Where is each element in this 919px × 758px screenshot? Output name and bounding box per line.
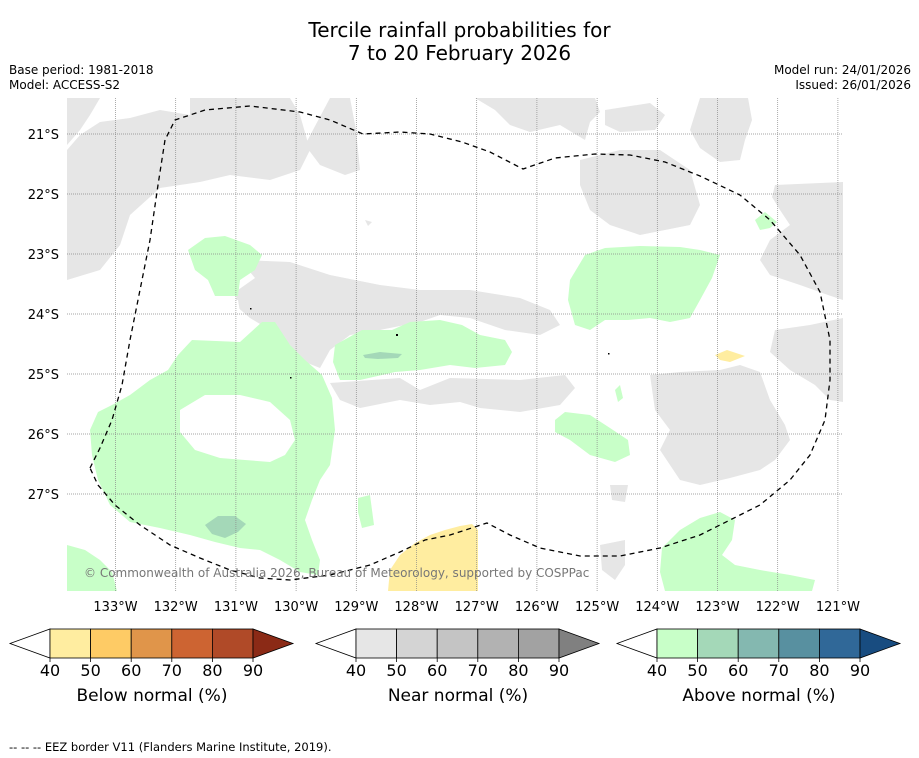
lat-tick-label: 23°S: [28, 248, 59, 263]
colorbar-tick-label: 90: [243, 661, 263, 680]
colorbar-segment: [778, 628, 820, 659]
lon-tick-label: 133°W: [93, 600, 137, 615]
colorbar-segment: [49, 628, 91, 659]
title-line-2: 7 to 20 February 2026: [347, 41, 572, 65]
colorbar-tick-label: 60: [427, 661, 447, 680]
lon-tick-label: 124°W: [635, 600, 679, 615]
colorbar-segment: [518, 628, 560, 659]
lon-tick-label: 128°W: [394, 600, 438, 615]
colorbar-extend-high: [859, 628, 902, 659]
colorbar-tick-label: 80: [508, 661, 528, 680]
gridlines: [67, 98, 843, 591]
colorbar-extend-low: [615, 628, 658, 659]
colorbar-tick-label: 70: [468, 661, 488, 680]
below-colorbar: 40 50 60 70 80 90: [8, 628, 295, 680]
lon-tick-label: 126°W: [515, 600, 559, 615]
colorbar-segment: [211, 628, 254, 659]
colorbar-segment: [396, 628, 438, 659]
lon-tick-label: 123°W: [695, 600, 739, 615]
base-period: Base period: 1981-2018: [9, 63, 154, 77]
lat-tick-label: 24°S: [28, 308, 59, 323]
colorbar-segment: [171, 628, 213, 659]
above-normal-label: Above normal (%): [682, 686, 836, 706]
lon-tick-label: 129°W: [334, 600, 378, 615]
colorbar-segment: [355, 628, 397, 659]
lon-tick-label: 122°W: [756, 600, 800, 615]
colorbar-tick-label: 70: [769, 661, 789, 680]
near-normal-regions: [67, 98, 843, 580]
map-dots: [250, 308, 610, 379]
colorbar-tick-label: 90: [549, 661, 569, 680]
colorbar-extend-low: [314, 628, 357, 659]
below-normal-regions: [388, 350, 745, 591]
colorbar-segment: [697, 628, 739, 659]
eez-border: [89, 105, 831, 581]
colorbar-segment: [656, 628, 698, 659]
lon-tick-label: 125°W: [575, 600, 619, 615]
colorbar-extend-high: [558, 628, 601, 659]
colorbar-extend-low: [8, 628, 51, 659]
colorbars: 40 50 60 70 80 90 40 50 60 70 80 90 40 50 60 70 80 90: [8, 628, 902, 680]
colorbar-tick-label: 60: [728, 661, 748, 680]
above-colorbar: 40 50 60 70 80 90: [615, 628, 902, 680]
colorbar-segment: [819, 628, 861, 659]
lon-tick-label: 130°W: [274, 600, 318, 615]
lat-tick-label: 27°S: [28, 488, 59, 503]
neutral-holes: [180, 298, 295, 462]
map-panel: © Commonwealth of Australia 2026, Bureau…: [67, 98, 843, 591]
lon-tick-label: 132°W: [154, 600, 198, 615]
colorbar-tick-label: 40: [346, 661, 366, 680]
title-line-1: Tercile rainfall probabilities for: [308, 18, 611, 42]
colorbar-segment: [90, 628, 132, 659]
colorbar-tick-label: 80: [809, 661, 829, 680]
colorbar-tick-label: 40: [40, 661, 60, 680]
near-normal-label: Near normal (%): [387, 686, 529, 706]
colorbar-tick-label: 90: [850, 661, 870, 680]
colorbar-extend-high: [252, 628, 295, 659]
lon-tick-label: 131°W: [214, 600, 258, 615]
colorbar-tick-label: 80: [202, 661, 222, 680]
lon-tick-label: 127°W: [455, 600, 499, 615]
lon-tick-label: 121°W: [816, 600, 860, 615]
colorbar-tick-label: 50: [80, 661, 100, 680]
meta-right: Model run: 24/01/2026 Issued: 26/01/2026: [774, 63, 911, 93]
lat-tick-label: 26°S: [28, 428, 59, 443]
colorbar-tick-label: 60: [121, 661, 141, 680]
colorbar-segment: [130, 628, 173, 659]
lat-tick-label: 22°S: [28, 188, 59, 203]
map-title: Tercile rainfall probabilities for 7 to …: [0, 19, 919, 65]
lat-tick-label: 25°S: [28, 368, 59, 383]
meta-left: Base period: 1981-2018 Model: ACCESS-S2: [9, 63, 154, 93]
colorbar-segment: [737, 628, 780, 659]
colorbar-segment: [436, 628, 479, 659]
colorbar-tick-label: 50: [386, 661, 406, 680]
model-run: Model run: 24/01/2026: [773, 63, 911, 77]
copyright-text: © Commonwealth of Australia 2026, Bureau…: [84, 566, 589, 580]
colorbar-tick-label: 70: [162, 661, 182, 680]
colorbar-segment: [477, 628, 519, 659]
colorbar-tick-label: 40: [647, 661, 667, 680]
issued-date: Issued: 26/01/2026: [795, 78, 911, 92]
model-name: Model: ACCESS-S2: [9, 78, 121, 92]
lat-tick-label: 21°S: [28, 128, 59, 143]
axis-labels: 21°S 22°S 23°S 24°S 25°S 26°S 27°S 133°W 132°W 13…: [28, 128, 860, 615]
near-colorbar: 40 50 60 70 80 90: [314, 628, 601, 680]
eez-legend-footer: -- -- -- EEZ border V11 (Flanders Marine…: [9, 740, 332, 754]
below-normal-label: Below normal (%): [76, 686, 228, 706]
colorbar-tick-label: 50: [687, 661, 707, 680]
